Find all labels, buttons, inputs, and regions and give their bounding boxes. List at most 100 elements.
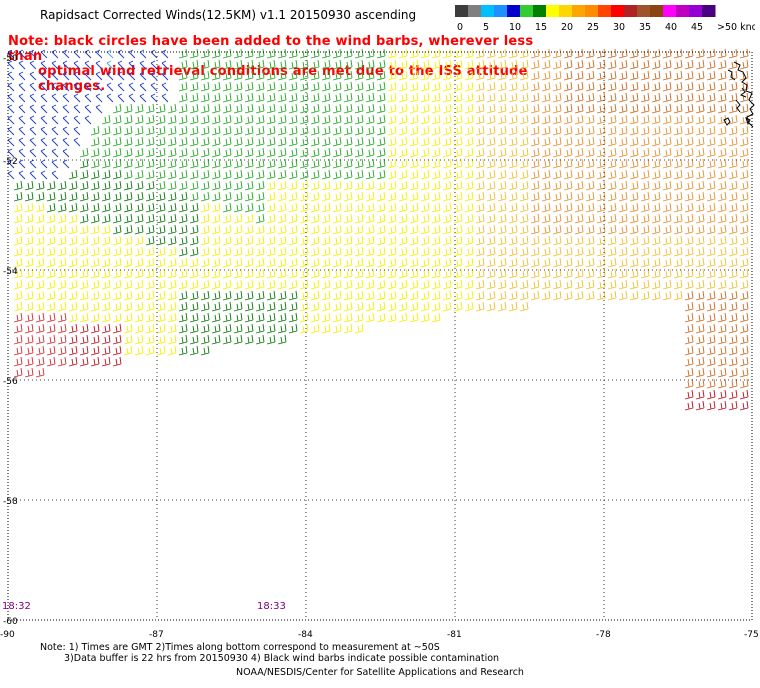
wind-barb <box>706 279 716 290</box>
wind-barb <box>387 312 397 323</box>
wind-barb <box>530 169 540 180</box>
wind-barb <box>706 48 716 59</box>
wind-barb <box>178 103 188 114</box>
wind-barb <box>442 125 452 136</box>
wind-barb <box>662 235 672 246</box>
wind-barb <box>62 104 70 114</box>
wind-barb <box>629 235 639 246</box>
wind-barb <box>497 301 507 312</box>
wind-barb <box>695 136 705 147</box>
wind-barb <box>519 81 529 92</box>
wind-barb <box>145 301 155 312</box>
wind-barb <box>68 290 78 301</box>
wind-barb <box>112 235 122 246</box>
wind-barb <box>695 191 705 202</box>
wind-barb <box>150 49 158 59</box>
wind-barb <box>211 158 221 169</box>
wind-barb <box>167 301 177 312</box>
wind-barb <box>596 279 606 290</box>
wind-barb <box>332 246 342 257</box>
wind-barb <box>123 257 133 268</box>
wind-barb <box>90 356 100 367</box>
wind-barb <box>739 213 749 224</box>
wind-barb <box>431 246 441 257</box>
wind-barb <box>101 213 111 224</box>
wind-barb <box>288 92 298 103</box>
wind-barb <box>442 169 452 180</box>
wind-barb <box>79 323 89 334</box>
wind-barb <box>596 103 606 114</box>
wind-barb <box>717 191 727 202</box>
wind-barb <box>464 257 474 268</box>
wind-barb <box>117 71 125 81</box>
wind-barb <box>684 202 694 213</box>
wind-barb <box>29 93 37 103</box>
wind-barb <box>62 93 70 103</box>
wind-barb <box>574 169 584 180</box>
wind-barb <box>376 257 386 268</box>
wind-barb <box>343 235 353 246</box>
wind-barb <box>95 104 103 114</box>
wind-barb <box>332 257 342 268</box>
wind-barb <box>409 147 419 158</box>
wind-barb <box>7 71 15 81</box>
wind-barb <box>706 246 716 257</box>
wind-barb <box>321 323 331 334</box>
wind-barb <box>222 312 232 323</box>
legend-swatch <box>650 5 664 17</box>
wind-barb <box>123 268 133 279</box>
wind-barb <box>244 59 254 70</box>
wind-barb <box>46 202 56 213</box>
wind-barb <box>728 290 738 301</box>
wind-barb <box>134 279 144 290</box>
wind-barb <box>310 136 320 147</box>
wind-barb <box>156 334 166 345</box>
wind-barb <box>222 81 232 92</box>
wind-barb <box>365 180 375 191</box>
wind-barb <box>486 147 496 158</box>
wind-barb <box>266 180 276 191</box>
wind-barb <box>387 257 397 268</box>
wind-barb <box>288 246 298 257</box>
legend-swatch <box>598 5 612 17</box>
wind-barb <box>618 70 628 81</box>
wind-barb <box>684 279 694 290</box>
wind-barb <box>35 312 45 323</box>
wind-barb <box>640 147 650 158</box>
wind-barb <box>57 224 67 235</box>
legend-swatch <box>585 5 599 17</box>
wind-barb <box>288 213 298 224</box>
wind-barb <box>387 213 397 224</box>
wind-barb <box>299 48 309 59</box>
wind-barb <box>695 213 705 224</box>
wind-barb <box>607 114 617 125</box>
wind-barb <box>695 356 705 367</box>
wind-barb <box>607 257 617 268</box>
wind-barb <box>695 147 705 158</box>
legend-swatch <box>559 5 573 17</box>
wind-barb <box>90 268 100 279</box>
wind-barb <box>145 235 155 246</box>
wind-barb <box>662 158 672 169</box>
wind-barb <box>486 92 496 103</box>
wind-barb <box>530 268 540 279</box>
wind-barb <box>552 92 562 103</box>
wind-barb <box>51 137 59 147</box>
wind-barb <box>123 246 133 257</box>
wind-barb <box>398 70 408 81</box>
wind-barb <box>62 148 70 158</box>
wind-barb <box>233 48 243 59</box>
wind-barb <box>167 169 177 180</box>
wind-barb <box>651 81 661 92</box>
wind-barb <box>123 202 133 213</box>
wind-barb <box>684 92 694 103</box>
wind-barb <box>29 148 37 158</box>
wind-barb <box>266 169 276 180</box>
wind-barb <box>629 114 639 125</box>
wind-barb <box>585 290 595 301</box>
wind-barb <box>79 202 89 213</box>
wind-barb <box>321 213 331 224</box>
wind-barb <box>585 136 595 147</box>
wind-barb <box>530 158 540 169</box>
wind-barb <box>607 224 617 235</box>
